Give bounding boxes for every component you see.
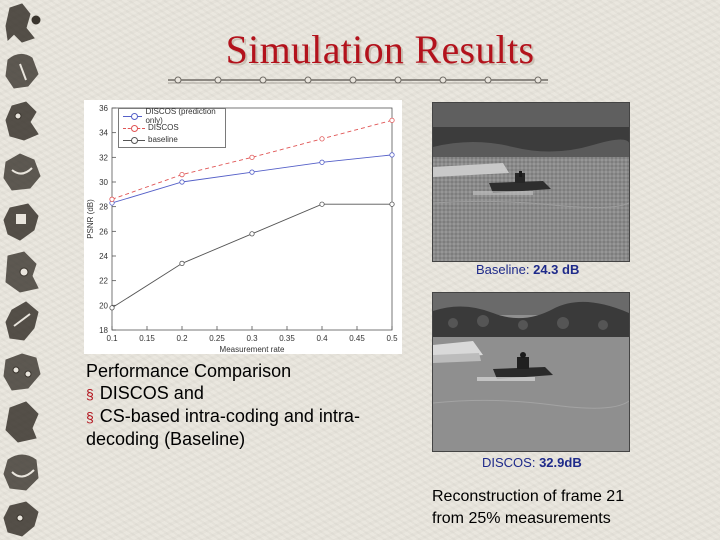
data-point-series-1 [179,172,185,178]
y-tick-label: 22 [99,277,108,286]
bullet-item: § CS-based intra-coding and intra-decodin… [86,405,416,450]
x-tick-label: 0.1 [106,334,118,343]
x-tick-label: 0.25 [209,334,225,343]
reconstruction-note-line: from 25% measurements [432,510,611,527]
y-tick-label: 26 [99,227,108,236]
x-tick-label: 0.15 [139,334,155,343]
discos-psnr-value: 32.9dB [539,455,582,470]
legend-item: DISCOS (prediction only) [119,107,225,125]
data-point-series-1 [319,136,325,142]
y-axis-label: PSNR (dB) [86,199,95,239]
y-tick-label: 36 [99,104,108,113]
baseline-reconstruction-image [432,102,630,262]
x-tick-label: 0.2 [176,334,188,343]
legend-label: DISCOS [148,123,179,132]
legend-label: DISCOS (prediction only) [145,106,216,125]
discos-caption-label: DISCOS: [482,455,540,470]
data-point-series-2 [249,231,255,237]
data-point-series-2 [319,201,325,207]
data-point-series-1 [389,117,395,123]
legend-item: DISCOS [119,122,225,133]
psnr-chart: 0.1 0.15 0.2 0.25 0.3 0.35 0.4 0.45 0.5 18 20 22 24 2… [84,100,402,354]
y-tick-label: 32 [99,153,108,162]
data-point-series-1 [249,154,255,160]
discos-reconstruction-image [432,292,630,452]
bullet-item: § DISCOS and [86,382,416,405]
chart-legend: DISCOS (prediction only) DISCOS baseline [118,107,226,148]
data-point-series-2 [389,201,395,207]
reconstruction-note: Reconstruction of frame 21 from 25% meas… [432,486,712,530]
baseline-caption-label: Baseline: [476,262,534,277]
body-heading: Performance Comparison [86,361,292,381]
baseline-caption: Baseline: 24.3 dB [476,262,579,277]
data-point-series-0 [389,152,395,158]
reconstruction-note-line: Reconstruction of frame 21 [432,488,625,505]
data-point-series-0 [319,159,325,165]
y-tick-label: 18 [99,326,108,335]
legend-item: baseline [119,134,225,145]
baseline-psnr-value: 24.3 dB [533,262,580,277]
bullet-text: CS-based intra-coding and intra-decoding… [86,406,360,449]
discos-caption: DISCOS: 32.9dB [482,455,582,470]
x-tick-label: 0.3 [246,334,258,343]
legend-label: baseline [148,135,178,144]
data-point-series-2 [109,305,115,311]
data-point-series-0 [249,169,255,175]
x-tick-label: 0.35 [279,334,295,343]
data-point-series-0 [179,179,185,185]
bullet-marker-icon: § [86,409,94,425]
y-tick-label: 24 [99,252,108,261]
y-tick-label: 30 [99,178,108,187]
series-line-0 [111,154,393,204]
series-line-1 [111,119,393,200]
performance-comparison-text: Performance Comparison § DISCOS and § CS-b… [86,360,416,450]
x-axis-label: Measurement rate [220,345,285,354]
data-point-series-1 [109,196,115,202]
y-tick-label: 34 [99,129,108,138]
bullet-text: DISCOS and [99,383,204,403]
title-underline [168,76,548,84]
slide-title: Simulation Results [225,27,535,72]
x-tick-label: 0.45 [349,334,365,343]
decorative-border [3,3,41,537]
x-tick-label: 0.4 [316,334,328,343]
y-tick-label: 28 [99,203,108,212]
series-line-2 [111,203,392,309]
y-tick-label: 20 [99,301,108,310]
data-point-series-2 [179,260,185,266]
bullet-marker-icon: § [86,386,94,402]
x-tick-label: 0.5 [386,334,398,343]
